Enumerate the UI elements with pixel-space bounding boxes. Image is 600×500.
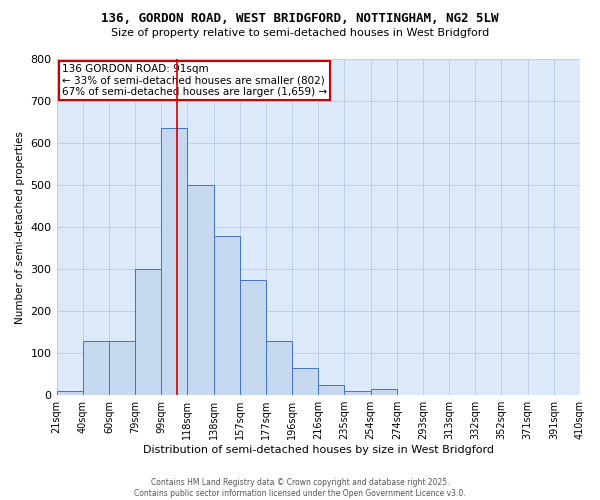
Bar	[371, 389, 397, 395]
Bar	[266, 340, 292, 395]
Bar	[214, 236, 240, 395]
Bar	[109, 340, 135, 395]
Y-axis label: Number of semi-detached properties: Number of semi-detached properties	[15, 130, 25, 324]
Bar	[318, 384, 344, 395]
Bar	[344, 391, 371, 395]
X-axis label: Distribution of semi-detached houses by size in West Bridgford: Distribution of semi-detached houses by …	[143, 445, 494, 455]
Text: Size of property relative to semi-detached houses in West Bridgford: Size of property relative to semi-detach…	[111, 28, 489, 38]
Bar	[83, 340, 109, 395]
Text: 136 GORDON ROAD: 91sqm
← 33% of semi-detached houses are smaller (802)
67% of se: 136 GORDON ROAD: 91sqm ← 33% of semi-det…	[62, 64, 327, 97]
Text: 136, GORDON ROAD, WEST BRIDGFORD, NOTTINGHAM, NG2 5LW: 136, GORDON ROAD, WEST BRIDGFORD, NOTTIN…	[101, 12, 499, 26]
Bar	[56, 391, 83, 395]
Bar	[187, 185, 214, 395]
Bar	[240, 280, 266, 395]
Bar	[161, 128, 187, 395]
Bar	[135, 269, 161, 395]
Bar	[292, 368, 318, 395]
Text: Contains HM Land Registry data © Crown copyright and database right 2025.
Contai: Contains HM Land Registry data © Crown c…	[134, 478, 466, 498]
